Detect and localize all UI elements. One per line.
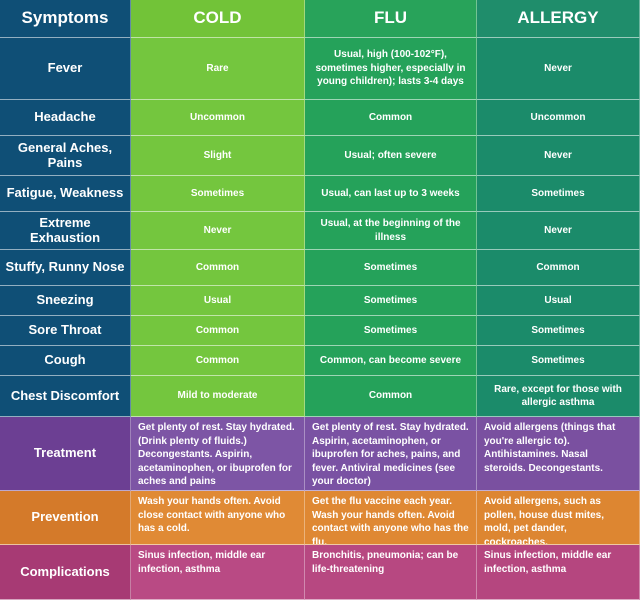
cold-treatment: Get plenty of rest. Stay hydrated. (Drin… <box>131 417 305 491</box>
flu-chest-discomfort: Common <box>305 376 477 417</box>
flu-prevention: Get the flu vaccine each year. Wash your… <box>305 491 477 545</box>
cold-headache: Uncommon <box>131 100 305 136</box>
row-label-fever: Fever <box>0 38 131 100</box>
cold-exhaustion: Never <box>131 212 305 250</box>
row-label-fatigue: Fatigue, Weakness <box>0 176 131 212</box>
cold-fatigue: Sometimes <box>131 176 305 212</box>
row-label-cough: Cough <box>0 346 131 376</box>
cold-aches: Slight <box>131 136 305 176</box>
allergy-aches: Never <box>477 136 640 176</box>
allergy-prevention: Avoid allergens, such as pollen, house d… <box>477 491 640 545</box>
row-label-stuffy-nose: Stuffy, Runny Nose <box>0 250 131 286</box>
flu-stuffy-nose: Sometimes <box>305 250 477 286</box>
flu-sore-throat: Sometimes <box>305 316 477 346</box>
row-label-sneezing: Sneezing <box>0 286 131 316</box>
row-label-chest-discomfort: Chest Discomfort <box>0 376 131 417</box>
allergy-chest-discomfort: Rare, except for those with allergic ast… <box>477 376 640 417</box>
flu-complications: Bronchitis, pneumonia; can be life-threa… <box>305 545 477 600</box>
allergy-fatigue: Sometimes <box>477 176 640 212</box>
cold-complications: Sinus infection, middle ear infection, a… <box>131 545 305 600</box>
cold-prevention: Wash your hands often. Avoid close conta… <box>131 491 305 545</box>
allergy-complications: Sinus infection, middle ear infection, a… <box>477 545 640 600</box>
allergy-cough: Sometimes <box>477 346 640 376</box>
header-allergy: ALLERGY <box>477 0 640 38</box>
allergy-sneezing: Usual <box>477 286 640 316</box>
header-cold: COLD <box>131 0 305 38</box>
flu-aches: Usual; often severe <box>305 136 477 176</box>
row-label-exhaustion: Extreme Exhaustion <box>0 212 131 250</box>
flu-headache: Common <box>305 100 477 136</box>
cold-stuffy-nose: Common <box>131 250 305 286</box>
flu-fatigue: Usual, can last up to 3 weeks <box>305 176 477 212</box>
flu-exhaustion: Usual, at the beginning of the illness <box>305 212 477 250</box>
cold-sneezing: Usual <box>131 286 305 316</box>
allergy-sore-throat: Sometimes <box>477 316 640 346</box>
allergy-stuffy-nose: Common <box>477 250 640 286</box>
row-label-aches: General Aches, Pains <box>0 136 131 176</box>
row-label-sore-throat: Sore Throat <box>0 316 131 346</box>
allergy-fever: Never <box>477 38 640 100</box>
flu-treatment: Get plenty of rest. Stay hydrated. Aspir… <box>305 417 477 491</box>
allergy-headache: Uncommon <box>477 100 640 136</box>
row-label-treatment: Treatment <box>0 417 131 491</box>
header-symptoms: Symptoms <box>0 0 131 38</box>
allergy-exhaustion: Never <box>477 212 640 250</box>
flu-fever: Usual, high (100-102°F), sometimes highe… <box>305 38 477 100</box>
cold-cough: Common <box>131 346 305 376</box>
cold-fever: Rare <box>131 38 305 100</box>
header-flu: FLU <box>305 0 477 38</box>
row-label-complications: Complications <box>0 545 131 600</box>
flu-cough: Common, can become severe <box>305 346 477 376</box>
row-label-headache: Headache <box>0 100 131 136</box>
cold-chest-discomfort: Mild to moderate <box>131 376 305 417</box>
flu-sneezing: Sometimes <box>305 286 477 316</box>
row-label-prevention: Prevention <box>0 491 131 545</box>
allergy-treatment: Avoid allergens (things that you're alle… <box>477 417 640 491</box>
cold-sore-throat: Common <box>131 316 305 346</box>
